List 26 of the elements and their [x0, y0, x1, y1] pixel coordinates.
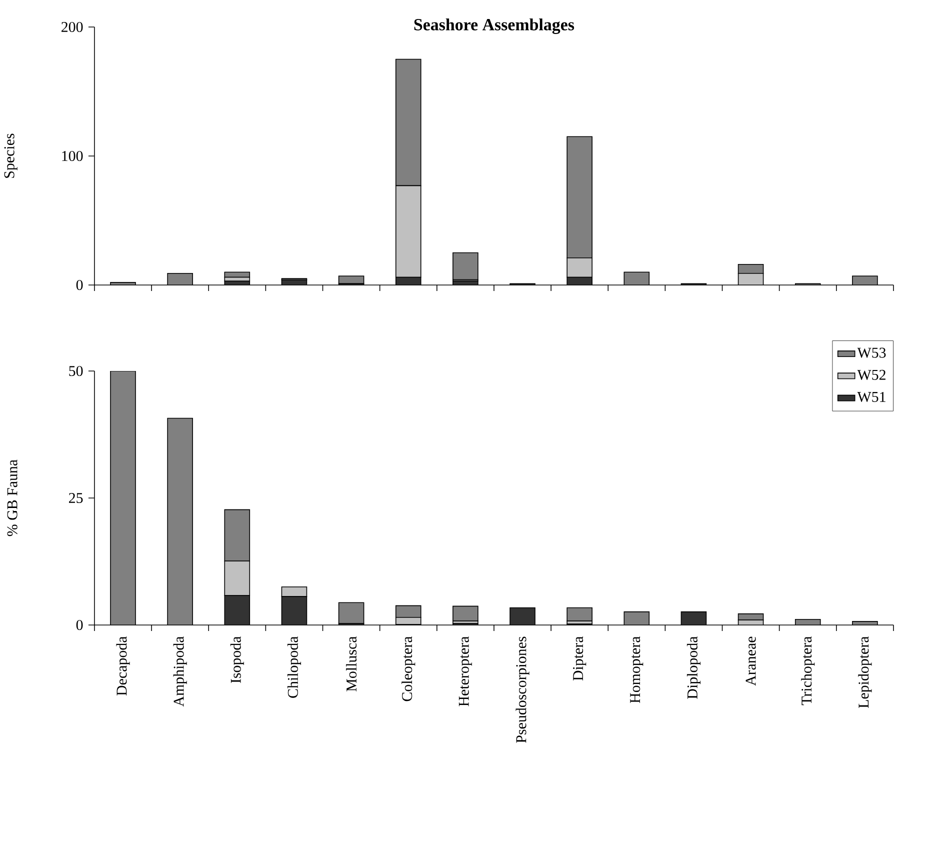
- x-tick-label: Trichoptera: [801, 636, 815, 706]
- x-tick-label: Lepidoptera: [858, 636, 872, 708]
- y-tick-label: 50: [69, 366, 83, 376]
- x-tick-label: Decapoda: [116, 636, 130, 696]
- x-tick-label: Heteroptera: [458, 636, 472, 706]
- y-tick-label: 200: [62, 22, 83, 32]
- x-tick-label: Amphipoda: [173, 636, 187, 707]
- x-tick-label: Mollusca: [346, 636, 357, 692]
- y-axis-title: % GB Fauna: [7, 460, 18, 536]
- y-tick-label: 0: [76, 280, 83, 290]
- x-tick-label: Homoptera: [630, 636, 644, 703]
- legend-label: W51: [857, 392, 886, 402]
- y-tick-label: 0: [76, 620, 83, 630]
- legend-label: W52: [857, 370, 886, 380]
- legend-label: W53: [857, 348, 886, 358]
- x-tick-label: Coleoptera: [402, 636, 416, 702]
- y-tick-label: 100: [62, 150, 83, 162]
- y-tick-label: 25: [68, 492, 83, 504]
- x-tick-label: Pseudoscorpiones: [516, 636, 530, 743]
- x-tick-label: Chilopoda: [287, 636, 301, 698]
- x-tick-label: Diptera: [573, 636, 586, 681]
- y-axis-title: Species: [4, 134, 18, 178]
- chart-title: Seashore Assemblages: [414, 18, 574, 34]
- x-tick-label: Isopoda: [230, 636, 244, 683]
- x-tick-label: Diplopoda: [686, 636, 700, 699]
- x-tick-label: Araneae: [746, 636, 756, 686]
